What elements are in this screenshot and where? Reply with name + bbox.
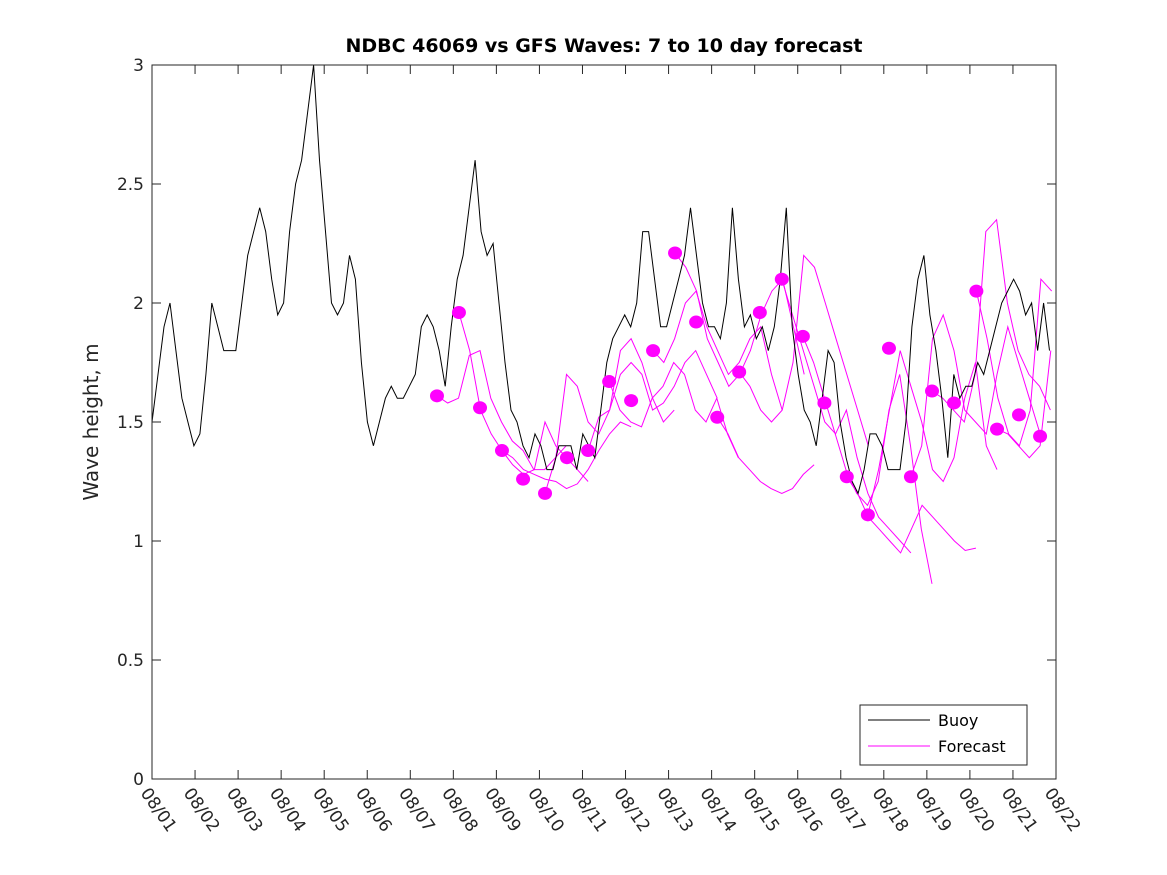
forecast-point <box>668 246 683 260</box>
x-tick-label: 08/15 <box>739 784 783 836</box>
forecast-line-1 <box>436 349 567 471</box>
y-tick-label: 2 <box>133 294 144 314</box>
forecast-point <box>429 389 444 403</box>
x-tick-label: 08/09 <box>480 784 524 836</box>
x-tick-label: 08/07 <box>394 784 438 836</box>
legend-buoy-label: Buoy <box>938 711 978 730</box>
forecast-line-5 <box>587 349 718 451</box>
forecast-point <box>559 451 574 465</box>
x-tick-label: 08/17 <box>825 784 869 836</box>
buoy-line <box>151 64 1050 495</box>
x-tick-label: 08/12 <box>609 784 653 836</box>
forecast-line-15 <box>910 313 1041 477</box>
forecast-line-9 <box>716 416 815 494</box>
x-tick-label: 08/13 <box>652 784 696 836</box>
y-tick-label: 0 <box>133 770 144 790</box>
x-tick-label: 08/06 <box>351 784 395 836</box>
legend-forecast-label: Forecast <box>938 737 1006 756</box>
y-tick-label: 2.5 <box>117 175 144 195</box>
forecast-line-16 <box>931 218 1051 424</box>
forecast-point <box>817 396 832 410</box>
forecast-point <box>451 306 466 320</box>
forecast-line-14 <box>867 350 998 515</box>
x-tick-label: 08/01 <box>136 784 180 836</box>
forecast-line-11 <box>781 279 912 554</box>
forecast-point <box>1011 408 1026 422</box>
x-tick-label: 08/19 <box>911 784 955 836</box>
forecast-point <box>516 472 531 486</box>
forecast-point <box>946 396 961 410</box>
x-tick-label: 08/11 <box>566 784 610 836</box>
x-tick-label: 08/04 <box>265 784 309 836</box>
forecast-line-17 <box>975 278 1053 447</box>
y-tick-label: 0.5 <box>117 651 144 671</box>
x-tick-label: 08/05 <box>308 784 352 836</box>
legend-box <box>859 704 1028 766</box>
forecast-point <box>689 315 704 329</box>
forecast-point <box>774 272 789 286</box>
forecast-point <box>839 470 854 484</box>
forecast-point <box>624 394 639 408</box>
x-tick-label: 08/08 <box>437 784 481 836</box>
buoy-series-group <box>151 64 1050 495</box>
forecast-line-18 <box>996 350 1052 459</box>
forecast-line-10 <box>738 254 869 446</box>
forecast-points-group <box>429 246 1048 522</box>
forecast-point <box>473 401 488 415</box>
x-tick-label: 08/03 <box>222 784 266 836</box>
forecast-point <box>795 329 810 343</box>
forecast-point <box>710 410 725 424</box>
y-tick-label: 3 <box>133 56 144 76</box>
x-tick-label: 08/22 <box>1040 784 1084 836</box>
legend: Buoy Forecast <box>859 704 1028 766</box>
forecast-point <box>860 508 875 522</box>
forecast-point <box>990 422 1005 436</box>
forecast-point <box>494 444 509 458</box>
forecast-line-4 <box>544 337 675 494</box>
forecast-line-12 <box>802 336 933 584</box>
forecast-point <box>752 306 767 320</box>
forecast-line-3 <box>501 421 632 490</box>
y-tick-label: 1.5 <box>117 413 144 433</box>
forecast-line-6 <box>608 361 739 458</box>
y-axis-label: Wave height, m <box>79 343 103 500</box>
forecast-point <box>881 341 896 355</box>
x-tick-label: 08/02 <box>179 784 223 836</box>
forecast-line-7 <box>652 290 783 411</box>
forecast-point <box>969 284 984 298</box>
forecast-point <box>1033 429 1048 443</box>
forecast-point <box>602 375 617 389</box>
x-tick-label: 08/14 <box>696 784 740 836</box>
forecast-point <box>646 344 661 358</box>
x-tick-label: 08/18 <box>868 784 912 836</box>
x-tick-label: 08/21 <box>997 784 1041 836</box>
forecast-point <box>538 486 553 500</box>
forecast-point <box>732 365 747 379</box>
forecast-point <box>903 470 918 484</box>
chart-title: NDBC 46069 vs GFS Waves: 7 to 10 day for… <box>345 35 862 57</box>
y-tick-label: 1 <box>133 532 144 552</box>
forecast-point <box>925 384 940 398</box>
x-tick-label: 08/16 <box>782 784 826 836</box>
x-tick-label: 08/10 <box>523 784 567 836</box>
x-tick-label: 08/20 <box>954 784 998 836</box>
forecast-point <box>581 444 596 458</box>
